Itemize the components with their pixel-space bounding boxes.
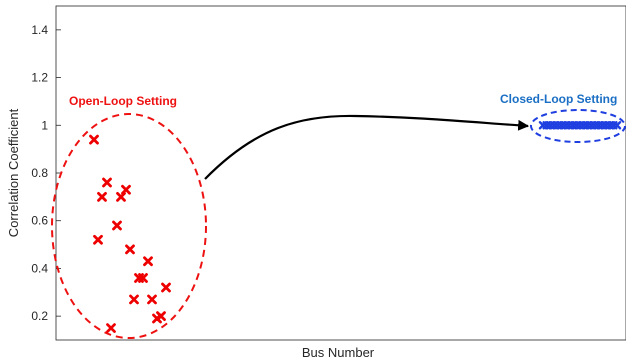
y-tick-label: 1.4	[31, 23, 48, 37]
open-loop-point	[161, 282, 171, 293]
y-axis-title: Correlation Coefficient	[6, 108, 21, 237]
open-loop-point	[125, 244, 135, 255]
y-tick-label: 0.2	[31, 309, 48, 323]
open-loop-point	[89, 134, 99, 145]
closed-loop-ellipse	[530, 109, 626, 143]
open-loop-ellipse	[51, 113, 207, 339]
x-axis-title: Bus Number	[302, 345, 375, 360]
plot-area	[55, 5, 626, 341]
open-loop-point	[93, 234, 103, 245]
open-loop-series	[89, 134, 171, 333]
closed-loop-point	[612, 121, 622, 130]
open-loop-point	[156, 311, 166, 322]
transition-arrow	[204, 114, 530, 180]
open-loop-point	[147, 294, 157, 305]
open-loop-label: Open-Loop Setting	[69, 94, 177, 108]
y-tick-label: 1.2	[31, 71, 48, 85]
closed-loop-series	[538, 121, 622, 130]
y-tick-label: 0.4	[31, 261, 48, 275]
open-loop-point	[102, 177, 112, 188]
open-loop-point	[97, 191, 107, 202]
open-loop-point	[116, 191, 126, 202]
open-loop-point	[121, 184, 131, 195]
closed-loop-label: Closed-Loop Setting	[500, 92, 617, 106]
y-axis: 0.2 0.4 0.6 0.8 1 1.2 1.4	[31, 23, 61, 323]
open-loop-point	[143, 256, 153, 267]
open-loop-point	[106, 323, 116, 333]
y-tick-label: 0.6	[31, 214, 48, 228]
open-loop-point	[112, 220, 122, 231]
y-tick-label: 0.8	[31, 166, 48, 180]
open-loop-point	[138, 273, 148, 283]
open-loop-point	[129, 294, 139, 305]
y-tick-label: 1	[41, 118, 48, 132]
